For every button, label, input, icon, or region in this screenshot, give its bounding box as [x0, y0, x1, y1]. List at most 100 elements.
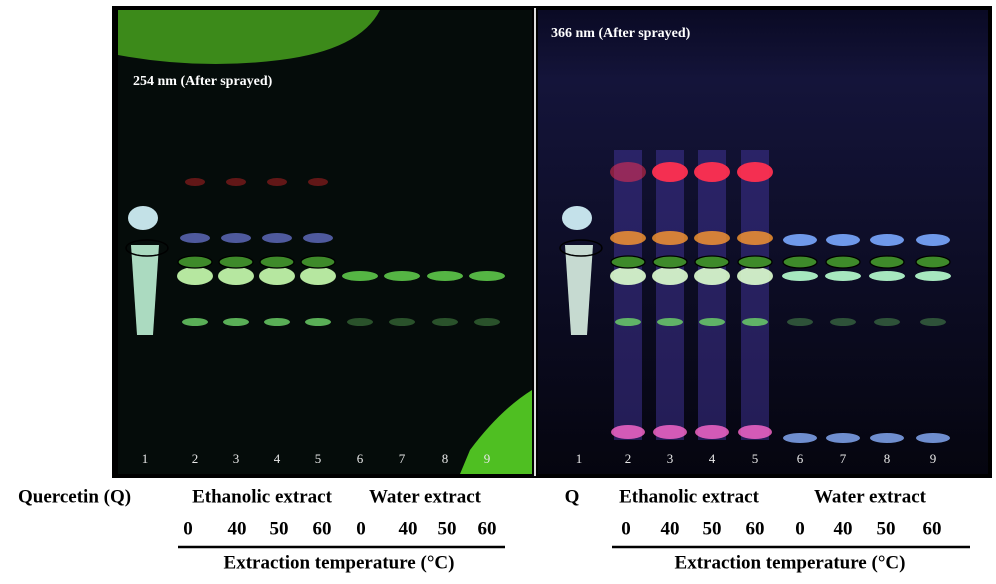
temperature: 40	[661, 518, 680, 539]
band	[180, 233, 210, 243]
streak	[698, 150, 726, 440]
lane-number: 5	[752, 451, 759, 466]
streak	[656, 150, 684, 440]
ring	[218, 255, 254, 269]
group-label: Ethanolic extract	[192, 486, 333, 507]
ring	[694, 255, 730, 269]
band	[389, 318, 415, 326]
lane-number: 6	[357, 451, 364, 466]
quercetin-spot	[131, 245, 159, 335]
temperature: 0	[795, 518, 805, 539]
ring	[782, 255, 818, 269]
axis-label: Extraction temperature (°C)	[224, 552, 455, 573]
ring	[825, 255, 861, 269]
temperature: 0	[356, 518, 366, 539]
temperature: 40	[228, 518, 247, 539]
axis-label: Extraction temperature (°C)	[675, 552, 906, 573]
band	[738, 425, 772, 439]
group-label: Ethanolic extract	[619, 486, 760, 507]
ring	[652, 255, 688, 269]
band	[737, 231, 773, 245]
band	[826, 433, 860, 443]
lane-number: 3	[233, 451, 240, 466]
band	[657, 318, 683, 326]
temperature: 0	[621, 518, 631, 539]
band	[870, 234, 904, 246]
band	[783, 234, 817, 246]
temperature: 40	[834, 518, 853, 539]
plate-edge	[118, 10, 380, 64]
band	[177, 267, 213, 285]
lane-number: 4	[709, 451, 716, 466]
band	[652, 231, 688, 245]
quercetin-spot	[565, 245, 593, 335]
lane-number: 1	[576, 451, 583, 466]
band	[694, 162, 730, 182]
band	[787, 318, 813, 326]
temperature: 60	[478, 518, 497, 539]
band	[384, 271, 420, 281]
band	[262, 233, 292, 243]
band	[305, 318, 331, 326]
lane-number: 1	[142, 451, 149, 466]
band	[474, 318, 500, 326]
plate-edge	[460, 390, 532, 474]
temperature: 40	[399, 518, 418, 539]
lane-number: 7	[399, 451, 406, 466]
band	[915, 271, 951, 281]
band	[469, 271, 505, 281]
sample-label: Quercetin (Q)	[18, 486, 131, 507]
band	[870, 433, 904, 443]
ring	[300, 255, 336, 269]
ring	[915, 255, 951, 269]
ring	[559, 239, 603, 257]
band	[826, 234, 860, 246]
streak	[614, 150, 642, 440]
lane-number: 8	[442, 451, 449, 466]
sample-label: Q	[565, 486, 580, 507]
spot	[128, 206, 158, 230]
lane-number: 2	[192, 451, 199, 466]
band	[264, 318, 290, 326]
ring	[737, 255, 773, 269]
ring	[259, 255, 295, 269]
band	[830, 318, 856, 326]
lane-number: 9	[930, 451, 937, 466]
band	[652, 267, 688, 285]
band	[221, 233, 251, 243]
band	[737, 162, 773, 182]
temperature: 50	[438, 518, 457, 539]
lane-number: 2	[625, 451, 632, 466]
band	[432, 318, 458, 326]
band	[874, 318, 900, 326]
band	[615, 318, 641, 326]
band	[920, 318, 946, 326]
lane-number: 3	[667, 451, 674, 466]
band	[737, 267, 773, 285]
panel-title: 254 nm (After sprayed)	[133, 74, 273, 89]
band	[652, 162, 688, 182]
band	[694, 267, 730, 285]
temperature: 50	[877, 518, 896, 539]
temperature: 60	[313, 518, 332, 539]
panel-title: 366 nm (After sprayed)	[551, 26, 691, 41]
band	[342, 271, 378, 281]
group-label: Water extract	[369, 486, 482, 507]
band	[610, 267, 646, 285]
band	[611, 425, 645, 439]
temperature: 50	[703, 518, 722, 539]
temperature: 60	[923, 518, 942, 539]
ring	[869, 255, 905, 269]
ring	[125, 239, 169, 257]
spot	[562, 206, 592, 230]
lane-number: 7	[840, 451, 847, 466]
band	[783, 433, 817, 443]
band	[185, 178, 205, 186]
band	[303, 233, 333, 243]
band	[427, 271, 463, 281]
band	[218, 267, 254, 285]
band	[916, 234, 950, 246]
band	[259, 267, 295, 285]
band	[610, 162, 646, 182]
